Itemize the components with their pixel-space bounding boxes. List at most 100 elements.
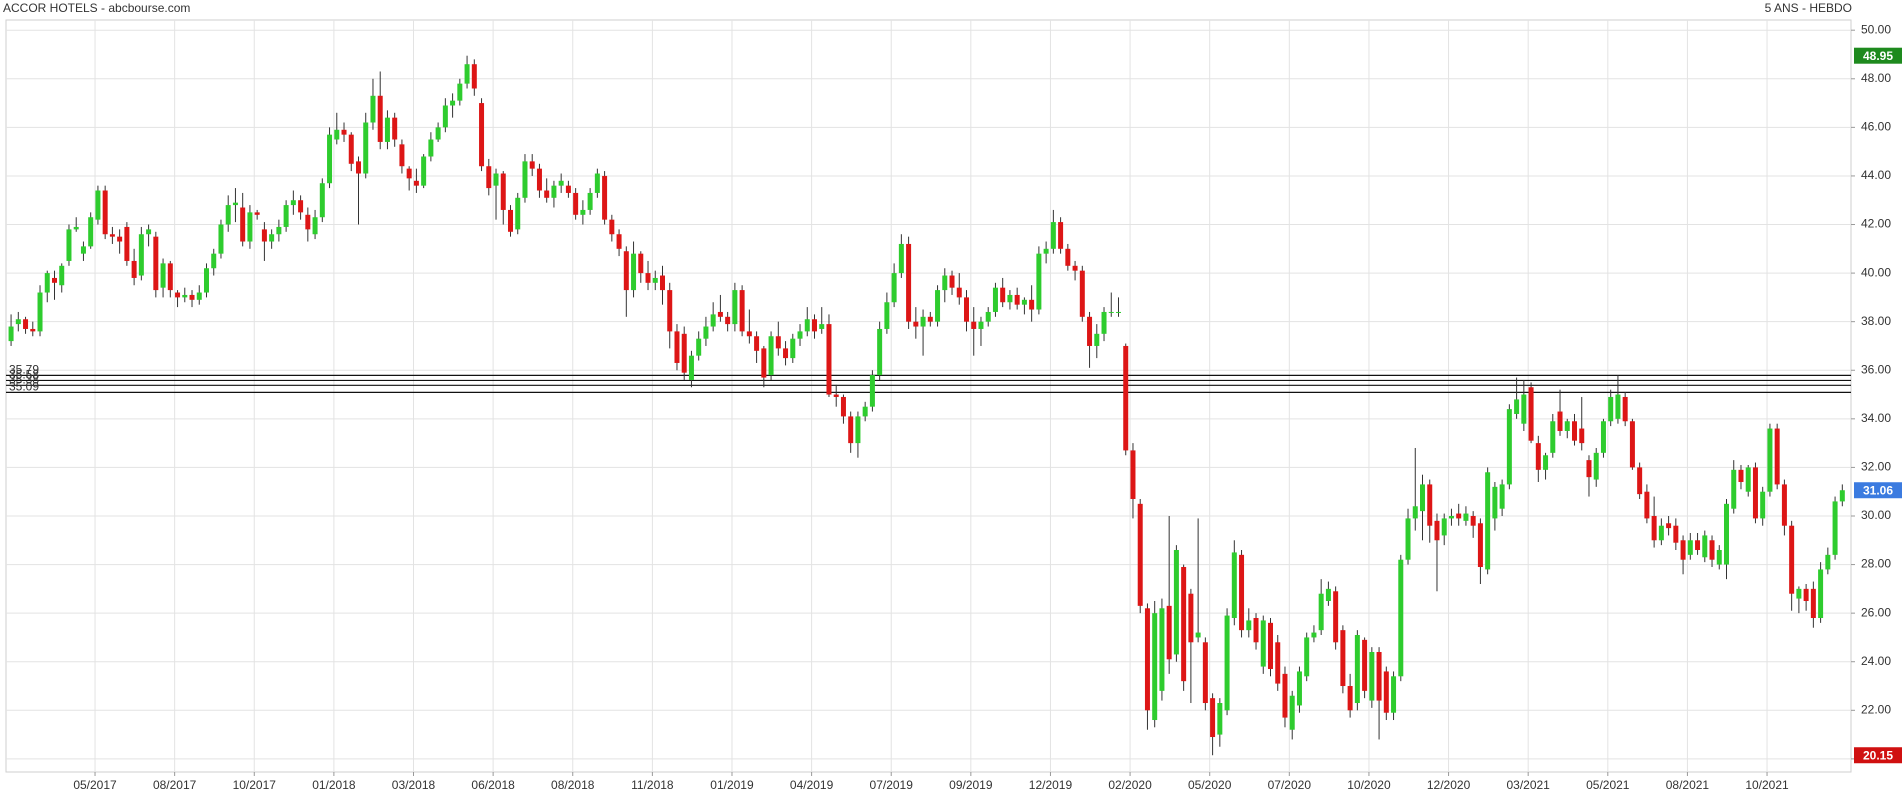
y-tick-label: 44.00 bbox=[1861, 168, 1891, 182]
candle-body bbox=[594, 173, 600, 193]
y-tick-label: 32.00 bbox=[1861, 460, 1891, 474]
x-tick-label: 12/2020 bbox=[1427, 778, 1471, 792]
y-tick-label: 46.00 bbox=[1861, 120, 1891, 134]
candle-body bbox=[971, 321, 977, 329]
candle-body bbox=[1021, 299, 1027, 305]
candle-body bbox=[1231, 552, 1237, 619]
x-tick-label: 10/2017 bbox=[233, 778, 277, 792]
candle-body bbox=[1485, 472, 1491, 570]
candle-body bbox=[992, 287, 998, 312]
candle-body bbox=[442, 105, 448, 128]
candle-body bbox=[1311, 632, 1317, 638]
candle-body bbox=[942, 275, 948, 291]
candle-body bbox=[471, 64, 477, 89]
candle-body bbox=[1651, 515, 1657, 541]
y-tick-label: 22.00 bbox=[1861, 702, 1891, 716]
y-tick-label: 34.00 bbox=[1861, 411, 1891, 425]
candle-body bbox=[1130, 450, 1136, 499]
candle-body bbox=[1318, 593, 1324, 631]
candle-body bbox=[1065, 248, 1071, 266]
candle-body bbox=[1188, 593, 1194, 643]
candle-body bbox=[1752, 467, 1758, 519]
candle-body bbox=[1029, 299, 1035, 310]
candle-body bbox=[1521, 394, 1527, 424]
x-tick-label: 05/2020 bbox=[1188, 778, 1232, 792]
candle-body bbox=[1036, 253, 1042, 310]
x-tick-label: 06/2018 bbox=[471, 778, 515, 792]
candle-body bbox=[1586, 460, 1592, 478]
candle-body bbox=[298, 200, 304, 213]
candle-body bbox=[225, 205, 231, 225]
candle-body bbox=[363, 122, 369, 174]
y-tick-label: 28.00 bbox=[1861, 557, 1891, 571]
candle-body bbox=[95, 190, 101, 220]
candle-body bbox=[913, 321, 919, 327]
candle-body bbox=[652, 277, 658, 283]
candle-body bbox=[688, 355, 694, 380]
candle-body bbox=[51, 277, 57, 283]
candle-body bbox=[1340, 630, 1346, 687]
candle-body bbox=[1579, 428, 1585, 444]
candle-body bbox=[1137, 503, 1143, 606]
candle-body bbox=[392, 117, 398, 140]
candle-body bbox=[348, 134, 354, 164]
candle-body bbox=[1463, 513, 1469, 521]
candle-body bbox=[1383, 671, 1389, 713]
candle-body bbox=[1528, 387, 1534, 441]
candle-body bbox=[1543, 455, 1549, 470]
candle-body bbox=[732, 290, 738, 325]
candle-body bbox=[131, 260, 137, 278]
candle-body bbox=[102, 190, 108, 235]
candle-body bbox=[1224, 615, 1230, 711]
candle-body bbox=[775, 336, 781, 349]
candle-body bbox=[826, 324, 832, 395]
candle-body bbox=[1738, 469, 1744, 482]
y-tick-label: 42.00 bbox=[1861, 217, 1891, 231]
candle-body bbox=[797, 331, 803, 339]
chart-subtitle: 5 ANS - HEBDO bbox=[1765, 1, 1852, 15]
candle-body bbox=[44, 273, 50, 293]
candle-body bbox=[1593, 452, 1599, 480]
candle-body bbox=[804, 319, 810, 332]
candle-body bbox=[659, 275, 665, 291]
candle-body bbox=[464, 64, 470, 84]
price-marker bbox=[1854, 482, 1902, 499]
candle-body bbox=[160, 263, 166, 288]
candle-body bbox=[1731, 469, 1737, 509]
candle-body bbox=[377, 95, 383, 142]
candle-body bbox=[1673, 525, 1679, 543]
candle-body bbox=[790, 338, 796, 359]
candle-body bbox=[645, 273, 651, 283]
candle-body bbox=[1296, 671, 1302, 706]
candle-body bbox=[1268, 622, 1274, 670]
candle-body bbox=[956, 287, 962, 298]
x-tick-label: 01/2018 bbox=[312, 778, 356, 792]
candle-body bbox=[355, 161, 361, 174]
candle-body bbox=[877, 328, 883, 376]
candle-body bbox=[276, 226, 282, 235]
candle-body bbox=[703, 326, 709, 339]
level-label: 35.79 bbox=[9, 363, 39, 377]
candle-body bbox=[1629, 421, 1635, 468]
candle-body bbox=[898, 243, 904, 274]
candle-body bbox=[327, 134, 333, 184]
candle-body bbox=[1695, 540, 1701, 550]
x-tick-label: 02/2020 bbox=[1108, 778, 1152, 792]
candle-body bbox=[927, 316, 933, 322]
candle-body bbox=[1123, 345, 1129, 451]
candle-body bbox=[124, 226, 130, 261]
candle-body bbox=[1441, 518, 1447, 536]
candle-body bbox=[1702, 535, 1708, 558]
candle-body bbox=[1680, 540, 1686, 560]
candle-body bbox=[1434, 520, 1440, 541]
candle-body bbox=[117, 236, 123, 242]
y-tick-label: 40.00 bbox=[1861, 265, 1891, 279]
candle-body bbox=[631, 253, 637, 291]
candle-body bbox=[522, 161, 528, 198]
candle-body bbox=[1492, 486, 1498, 519]
candle-body bbox=[486, 166, 492, 189]
candle-body bbox=[1116, 311, 1122, 313]
candle-body bbox=[768, 336, 774, 376]
candle-body bbox=[674, 331, 680, 363]
